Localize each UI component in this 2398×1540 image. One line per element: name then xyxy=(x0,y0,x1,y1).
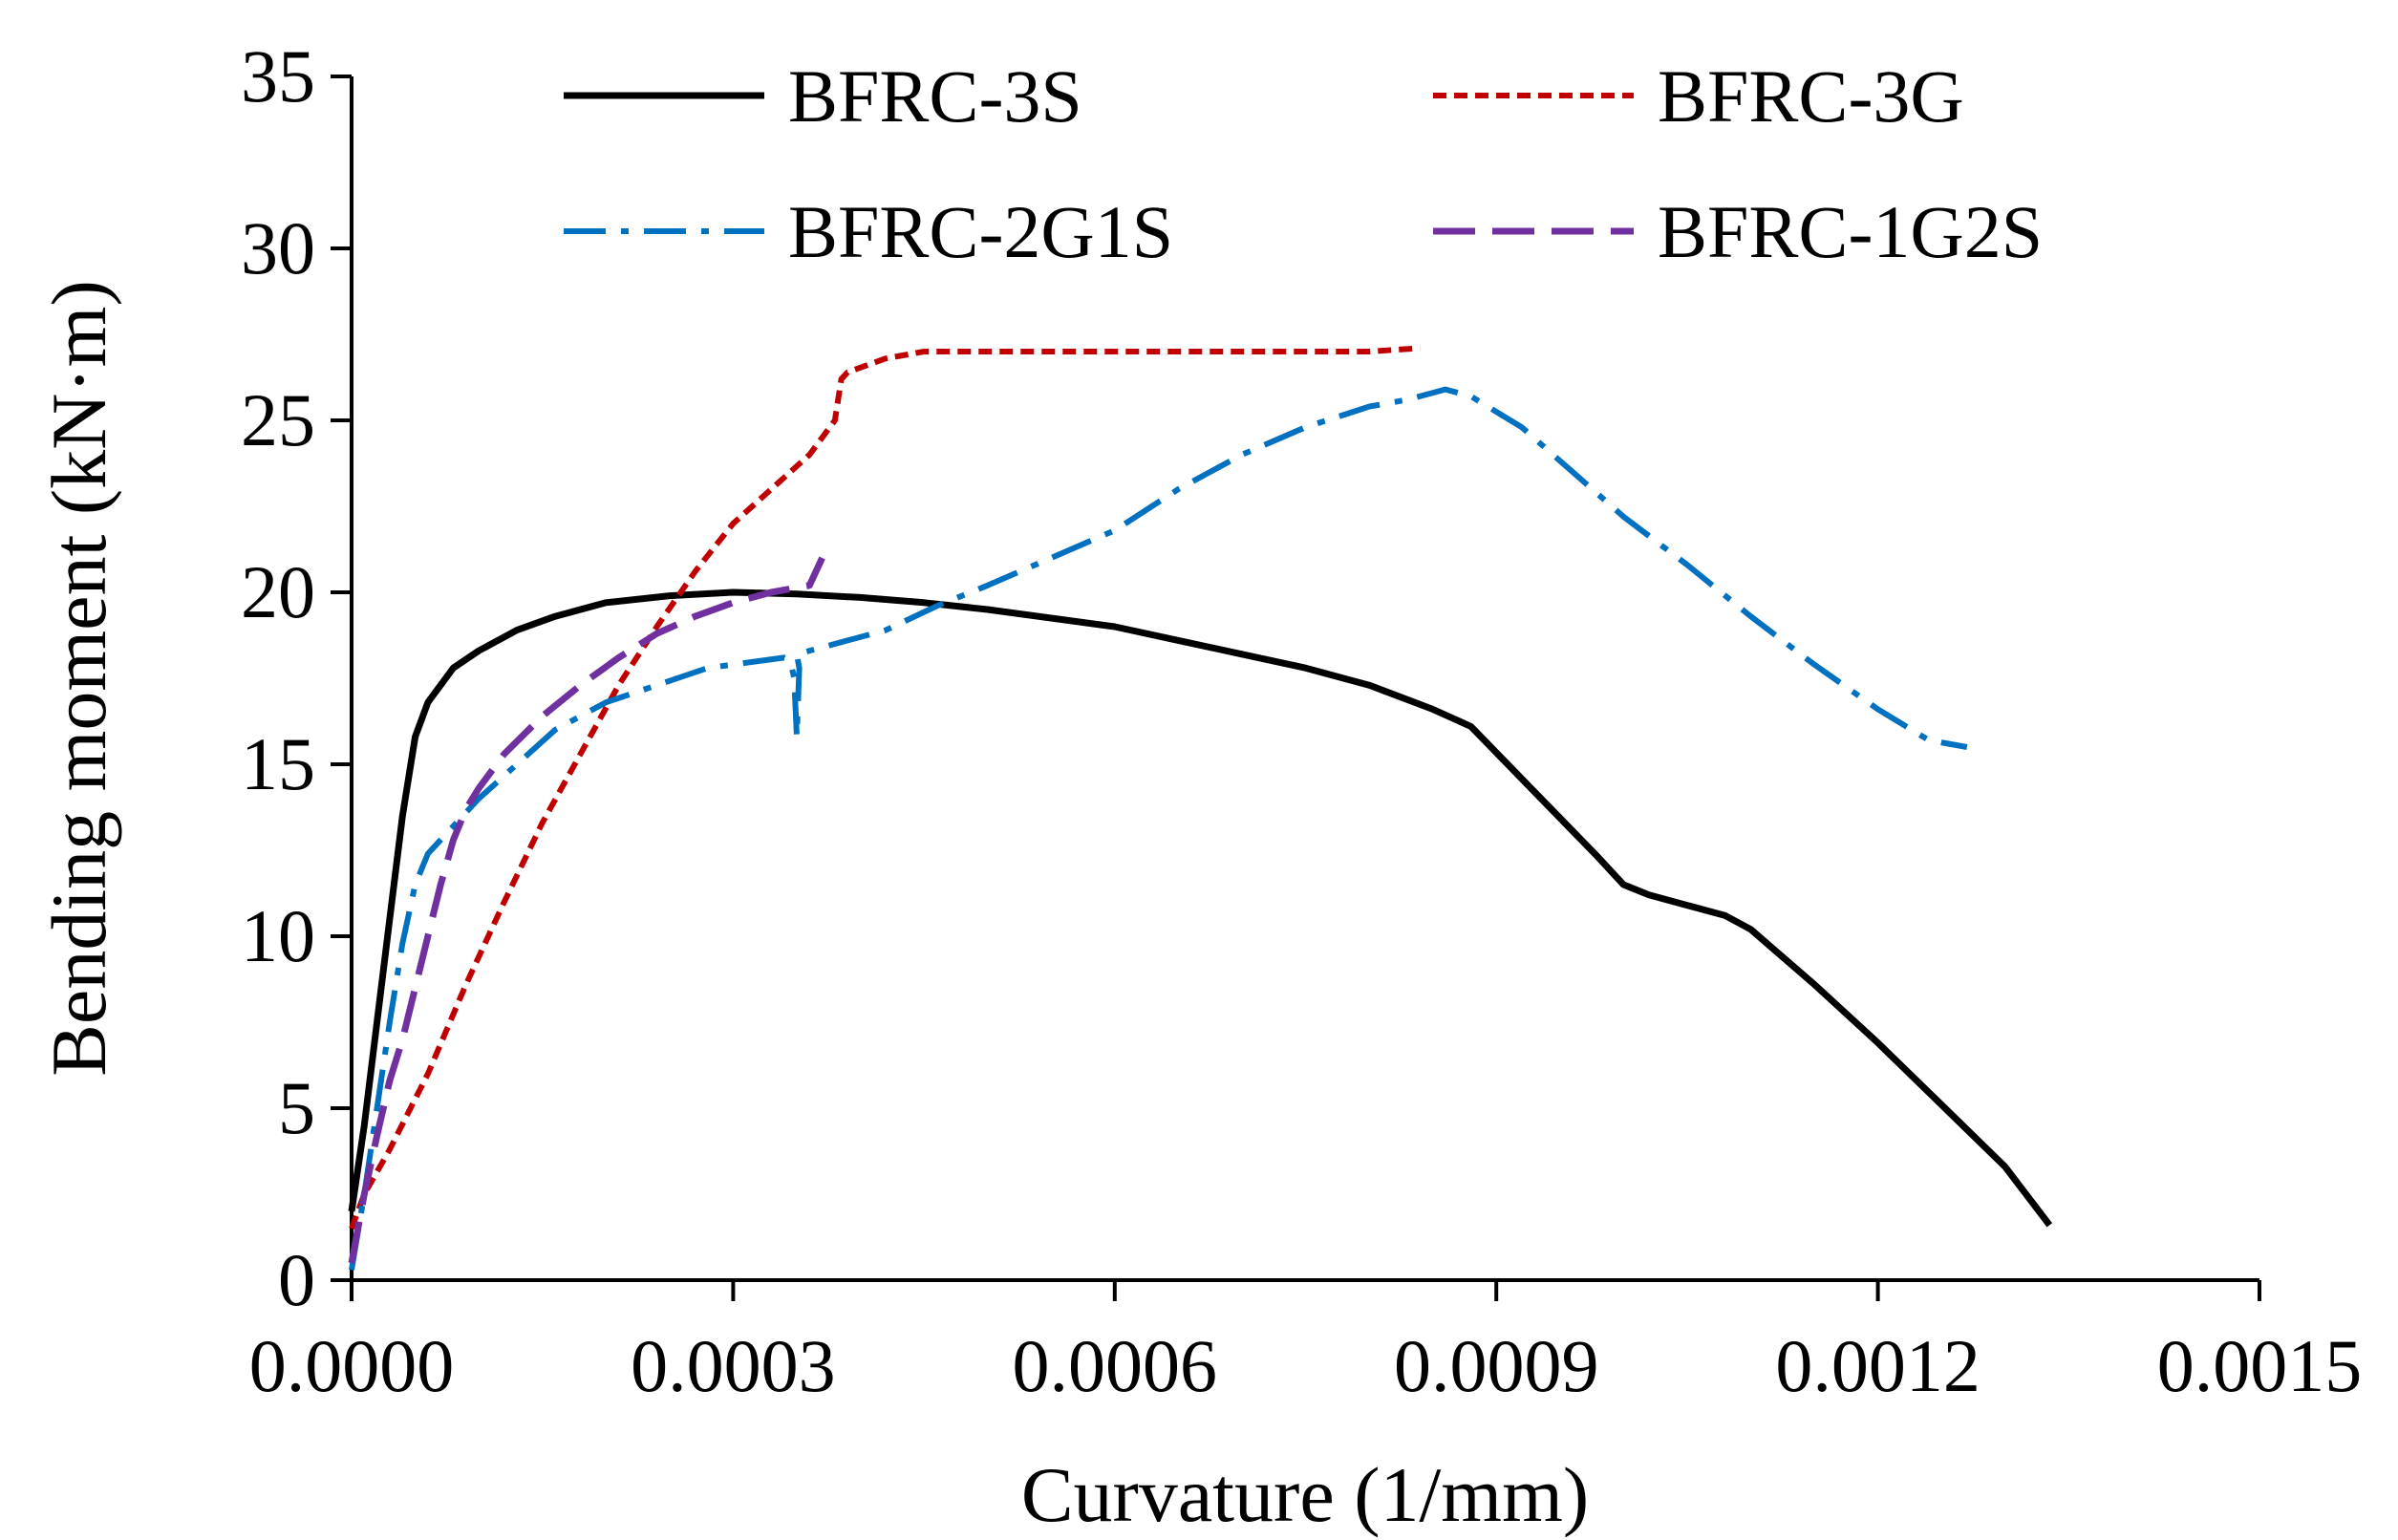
y-tick-label: 30 xyxy=(241,206,315,289)
x-tick-label: 0.0015 xyxy=(2157,1324,2363,1407)
x-tick-label: 0.0012 xyxy=(1775,1324,1980,1407)
x-tick-label: 0.0000 xyxy=(249,1324,455,1407)
legend: BFRC-3S BFRC-3G BFRC-2G1S BFRC-1G2S xyxy=(564,54,2043,273)
y-tick-label: 15 xyxy=(241,722,315,805)
x-tick-label: 0.0009 xyxy=(1394,1324,1599,1407)
x-tick-label: 0.0003 xyxy=(631,1324,836,1407)
axes xyxy=(350,76,2259,1282)
series-line-bfrc-3g xyxy=(349,345,1421,1230)
series-line-bfrc-3s xyxy=(348,588,2053,1228)
series-line-bfrc-2g1s xyxy=(349,386,1968,1271)
y-tick-label: 20 xyxy=(241,550,315,633)
ticks: 0 5 10 15 20 25 30 35 0.0000 0.0003 0.0006 0.0009 0.… xyxy=(241,34,2362,1407)
y-tick-label: 10 xyxy=(241,894,315,977)
legend-label-bfrc-3s: BFRC-3S xyxy=(788,54,1082,138)
y-tick-label: 0 xyxy=(278,1238,315,1321)
series-line-bfrc-1g2s xyxy=(348,556,825,1264)
y-axis-title: Bending moment (kN·m) xyxy=(35,280,122,1077)
y-tick-label: 35 xyxy=(241,34,315,118)
y-tick-label: 5 xyxy=(278,1066,315,1149)
y-tick-label: 25 xyxy=(241,378,315,461)
legend-label-bfrc-3g: BFRC-3G xyxy=(1658,54,1964,138)
x-tick-label: 0.0006 xyxy=(1013,1324,1218,1407)
series xyxy=(348,345,2053,1271)
legend-label-bfrc-2g1s: BFRC-2G1S xyxy=(788,190,1173,273)
x-axis-title: Curvature (1/mm) xyxy=(1021,1451,1589,1538)
legend-label-bfrc-1g2s: BFRC-1G2S xyxy=(1658,190,2043,273)
